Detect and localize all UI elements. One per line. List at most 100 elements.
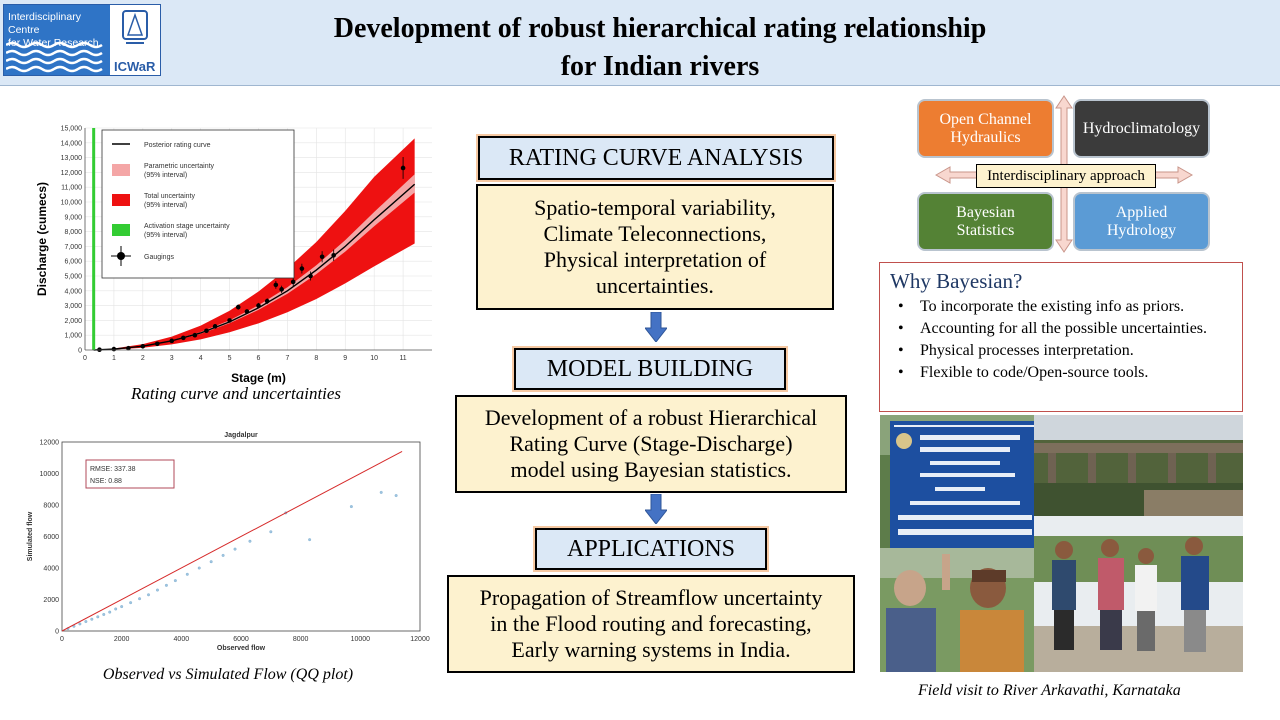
scatter-point (114, 607, 118, 611)
scatter-point (349, 505, 353, 509)
scatter-point (233, 547, 237, 551)
list-item: Accounting for all the possible uncertai… (890, 318, 1232, 340)
scatter-point (78, 622, 82, 626)
gauging-point (140, 344, 146, 349)
gauging-point (308, 273, 313, 279)
y-tick-label: 8000 (43, 503, 59, 510)
logo-blue-panel: Interdisciplinary Centre for Water Resea… (4, 5, 110, 75)
down-arrow-icon (645, 494, 667, 524)
qq-plot-panel: Jagdalpur 0 2000 4000 6000 8000 10000 12000 0 200… (22, 426, 434, 656)
model-building-label: MODEL BUILDING (514, 348, 786, 390)
photo-caption: Field visit to River Arkavathi, Karnatak… (918, 682, 1181, 699)
hydroclimatology-box: Hydroclimatology (1073, 99, 1210, 158)
gauging-point (279, 287, 284, 292)
gauging-point (244, 309, 250, 314)
y-axis-label: Simulated flow (27, 511, 34, 561)
field-photo-1 (880, 548, 1034, 672)
y-tick-label: 12,000 (61, 170, 83, 177)
scatter-point (129, 601, 133, 605)
x-tick-label: 8000 (293, 636, 309, 643)
legend-label: Posterior rating curve (144, 142, 211, 149)
gauging-point (264, 298, 270, 304)
scatter-point (221, 553, 225, 557)
gauging-point (299, 266, 305, 271)
x-tick-label: 10 (370, 355, 378, 362)
rating-curve-chart: 0 1 2 3 4 5 6 7 8 9 10 11 0 1,000 2,000 3,000 4,000 5,000… (35, 126, 432, 385)
och-line2: Hydraulics (950, 128, 1021, 146)
scatter-point (185, 572, 189, 576)
x-tick-label: 3 (170, 355, 174, 362)
box2-line1: Development of a robust Hierarchical (484, 405, 818, 430)
y-tick-label: 0 (55, 629, 59, 636)
gauging-point (331, 252, 336, 258)
x-tick-label: 4 (199, 355, 203, 362)
x-tick-label: 6 (257, 355, 261, 362)
box3-line1: Propagation of Streamflow uncertainty (479, 585, 823, 610)
x-tick-label: 8 (314, 355, 318, 362)
qq-scatter-chart: Jagdalpur 0 2000 4000 6000 8000 10000 12000 0 200… (27, 432, 430, 652)
logo-text-line1: Interdisciplinary Centre (8, 11, 81, 36)
gauging-point (111, 346, 117, 352)
activation-stage-band (92, 128, 96, 350)
y-tick-label: 8,000 (64, 229, 82, 236)
model-building-content: Development of a robust Hierarchical Rat… (455, 395, 847, 493)
x-tick-label: 11 (399, 355, 406, 362)
why-bayesian-title: Why Bayesian? (890, 269, 1023, 293)
title-line1: Development of robust hierarchical ratin… (333, 13, 987, 44)
bayesian-statistics-box: Bayesian Statistics (917, 192, 1054, 251)
x-tick-label: 0 (60, 636, 64, 643)
open-channel-hydraulics-box: Open Channel Hydraulics (917, 99, 1054, 158)
y-tick-label: 11,000 (61, 185, 82, 192)
scatter-point (164, 583, 168, 587)
list-item: Physical processes interpretation. (890, 340, 1232, 362)
box1-line2: Climate Teleconnections, (543, 221, 767, 246)
scatter-point (197, 566, 201, 570)
gauging-point (192, 332, 198, 338)
box2-line3: model using Bayesian statistics. (510, 457, 792, 482)
y-tick-label: 14,000 (61, 140, 83, 147)
y-tick-label: 2,000 (64, 318, 82, 325)
y-tick-label: 4000 (43, 566, 59, 573)
iisc-emblem (110, 5, 160, 75)
rating-curve-panel: 0 1 2 3 4 5 6 7 8 9 10 11 0 1,000 2,000 3,000 4,000 5,000… (30, 118, 442, 388)
gauging-point (235, 304, 241, 310)
x-tick-label: 12000 (410, 636, 430, 643)
photo-field-team-2 (1034, 516, 1243, 672)
scatter-point (147, 593, 150, 597)
applied-line2: Hydrology (1106, 221, 1177, 239)
photo-river-bridge (1034, 415, 1243, 516)
scatter-point (173, 579, 177, 583)
signboard-photo (880, 415, 1034, 548)
y-tick-label: 15,000 (61, 126, 83, 133)
gauging-point (212, 324, 218, 329)
x-axis-label: Stage (m) (231, 371, 286, 385)
bayes-line2: Statistics (956, 221, 1015, 239)
scatter-point (394, 494, 398, 497)
emblem-icon (122, 10, 148, 44)
bayes-line1: Bayesian (956, 203, 1015, 221)
y-tick-label: 12000 (40, 440, 60, 447)
y-tick-label: 3,000 (64, 303, 82, 310)
x-tick-label: 10000 (351, 636, 371, 643)
applications-content: Propagation of Streamflow uncertainty in… (447, 575, 855, 673)
y-tick-label: 5,000 (64, 274, 82, 281)
qq-plot-caption: Observed vs Simulated Flow (QQ plot) (102, 666, 354, 683)
applied-hydrology-box: Applied Hydrology (1073, 192, 1210, 251)
legend-label: Total uncertainty (144, 193, 195, 200)
y-tick-label: 4,000 (64, 288, 82, 295)
box1-line3: Physical interpretation of (543, 247, 767, 272)
gauging-point (319, 254, 325, 260)
reference-line (61, 451, 403, 632)
legend-swatch (112, 194, 130, 206)
y-tick-label: 13,000 (61, 155, 83, 162)
legend-box (101, 129, 295, 279)
nse-label: NSE: 0.88 (90, 478, 122, 485)
legend-swatch-gauging (117, 252, 125, 260)
photo-field-team-1 (880, 548, 1034, 672)
gauging-point (126, 345, 131, 351)
gauging-point (227, 318, 232, 323)
box1-line1: Spatio-temporal variability, (534, 195, 776, 220)
box3-line2: in the Flood routing and forecasting, (490, 611, 812, 636)
y-tick-label: 6,000 (64, 259, 82, 266)
x-tick-label: 9 (343, 355, 347, 362)
